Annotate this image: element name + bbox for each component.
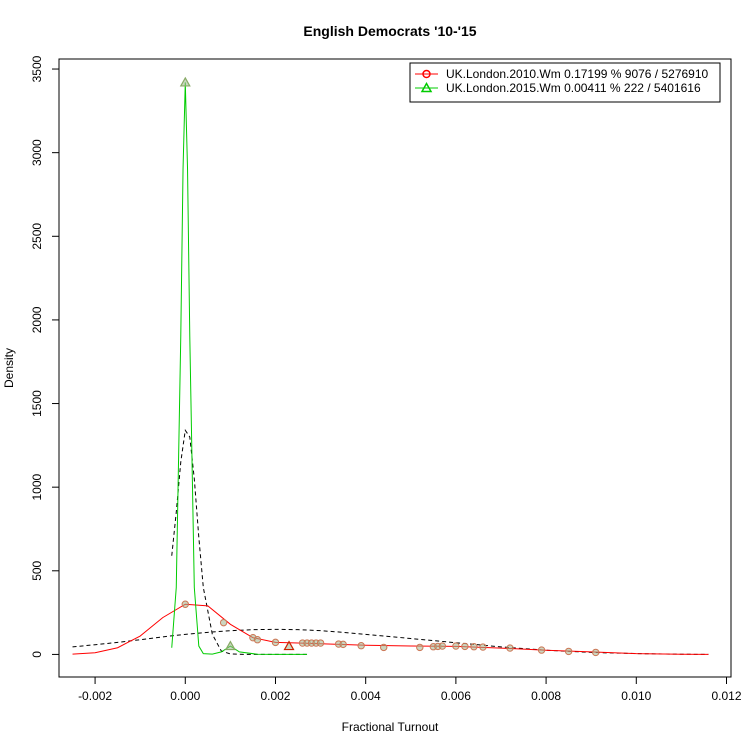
y-axis-title: Density (2, 348, 16, 388)
data-point-2010 (506, 644, 514, 652)
data-point-2010 (316, 639, 325, 647)
x-tick-label: 0.010 (621, 689, 651, 703)
data-point-2010 (380, 643, 388, 652)
x-tick-label: 0.006 (441, 689, 471, 703)
reference-density-curve-2 (72, 628, 709, 655)
plot-frame (58, 58, 732, 678)
data-point-2010 (181, 600, 189, 608)
x-tick-label: 0.012 (711, 689, 741, 703)
data-point-2015 (283, 640, 295, 651)
data-point-2015 (179, 76, 191, 87)
legend-box (409, 62, 721, 103)
data-point-2010 (438, 642, 447, 650)
density-curve-2015 (171, 82, 308, 655)
data-point-2010 (339, 640, 347, 649)
density-curve-2010 (72, 603, 709, 655)
y-tick-label: 3500 (30, 55, 44, 82)
x-tick-label: 0.004 (351, 689, 381, 703)
data-point-2015 (224, 640, 236, 651)
data-point-2010 (219, 618, 228, 627)
x-axis: -0.002 0.000 0.002 0.004 0.006 0.008 0.010 0.01… (78, 677, 742, 703)
legend-entry-2015: UK.London.2015.Wm 0.00411 % 222 / 540161… (415, 81, 701, 95)
data-point-2010 (591, 648, 600, 657)
y-tick-label: 500 (30, 560, 44, 580)
data-point-2010 (461, 642, 469, 651)
x-tick-label: -0.002 (78, 689, 112, 703)
y-tick-label: 1500 (30, 390, 44, 417)
legend-marker-2010 (422, 69, 431, 79)
data-point-2010 (537, 646, 546, 654)
plot-area (72, 76, 709, 657)
y-tick-label: 2500 (30, 223, 44, 250)
data-point-2010 (479, 643, 487, 651)
data-point-2010 (564, 647, 573, 656)
legend-label-2010: UK.London.2010.Wm 0.17199 % 9076 / 52769… (446, 67, 709, 81)
x-tick-label: 0.008 (531, 689, 561, 703)
y-tick-label: 1000 (30, 473, 44, 500)
data-point-2010 (357, 642, 365, 650)
legend-entry-2010: UK.London.2010.Wm 0.17199 % 9076 / 52769… (415, 67, 709, 81)
data-point-2010 (452, 642, 460, 650)
x-axis-title: Fractional Turnout (342, 720, 439, 734)
legend: UK.London.2010.Wm 0.17199 % 9076 / 52769… (409, 62, 721, 103)
x-tick-label: 0.002 (260, 689, 290, 703)
data-point-2010 (470, 643, 478, 651)
y-tick-label: 3000 (30, 139, 44, 166)
data-point-2010 (416, 643, 424, 652)
y-tick-label: 0 (30, 651, 44, 658)
chart-title: English Democrats '10-'15 (303, 23, 476, 39)
y-tick-label: 2000 (30, 306, 44, 333)
data-point-2010 (253, 636, 262, 644)
y-axis: 0 500 1000 1500 2000 2500 3000 3500 (30, 55, 59, 658)
legend-label-2015: UK.London.2015.Wm 0.00411 % 222 / 540161… (446, 81, 701, 95)
legend-marker-2015 (420, 81, 433, 93)
x-tick-label: 0.000 (170, 689, 200, 703)
data-point-2010 (271, 638, 280, 647)
